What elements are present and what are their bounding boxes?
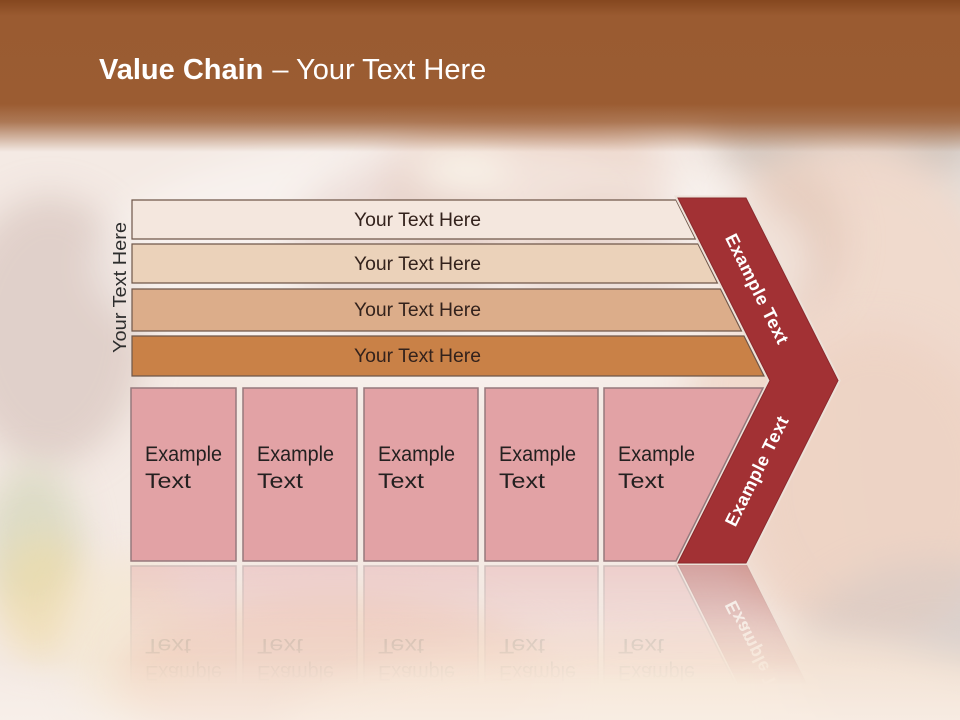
- process-box-5: [603, 387, 765, 562]
- process-box-2: [242, 387, 358, 562]
- box-1-label-line2: Text: [145, 470, 191, 493]
- bar-4: [131, 335, 765, 377]
- bar-2-label: Your Text Here: [354, 254, 481, 275]
- box-1-label-line1: Example: [145, 443, 222, 466]
- box-4-label-line2: Text: [499, 470, 545, 493]
- header-band: [0, 0, 960, 160]
- bar-3-label: Your Text Here: [354, 300, 481, 321]
- arrow-chevron: [677, 197, 839, 564]
- box-3-label-line2: Text: [378, 470, 424, 493]
- left-axis-label: Your Text Here: [110, 222, 130, 353]
- bar-3: [131, 288, 743, 332]
- value-chain-diagram: Your Text Here Your Text Here Your Text …: [110, 197, 839, 564]
- box-4-label-line1: Example: [499, 443, 576, 466]
- title-subtitle-text: – Your Text Here: [272, 54, 487, 86]
- bar-1: [131, 199, 697, 240]
- bar-2: [131, 243, 719, 284]
- box-3-label-line1: Example: [378, 443, 455, 466]
- process-box-1: [130, 387, 237, 562]
- process-box-4: [484, 387, 599, 562]
- title-bold-text: Value Chain: [99, 54, 264, 86]
- box-5-label-line1: Example: [618, 443, 695, 466]
- box-2-label-line2: Text: [257, 470, 303, 493]
- page-title: Value Chain – Your Text Here: [99, 54, 486, 87]
- box-2-label-line1: Example: [257, 443, 334, 466]
- bar-1-label: Your Text Here: [354, 210, 481, 231]
- bar-4-label: Your Text Here: [354, 346, 481, 367]
- box-5-label-line2: Text: [618, 470, 664, 493]
- diagram-svg: Your Text Here Your Text Here Your Text …: [110, 197, 839, 564]
- process-box-3: [363, 387, 479, 562]
